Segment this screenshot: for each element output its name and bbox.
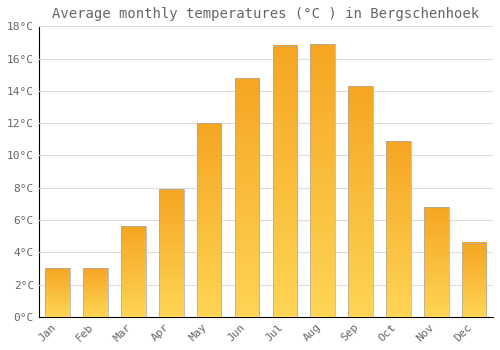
Bar [348,86,373,317]
Bar [424,207,448,317]
Bar [84,268,108,317]
Bar [46,268,70,317]
Bar [386,141,410,317]
Bar [159,189,184,317]
Bar [197,123,222,317]
Bar [121,226,146,317]
Title: Average monthly temperatures (°C ) in Bergschenhoek: Average monthly temperatures (°C ) in Be… [52,7,480,21]
Bar [462,243,486,317]
Bar [272,46,297,317]
Bar [310,44,335,317]
Bar [234,78,260,317]
